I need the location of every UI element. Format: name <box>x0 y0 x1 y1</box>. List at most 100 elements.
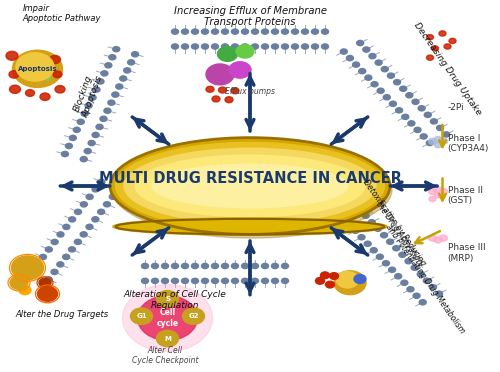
Circle shape <box>322 29 328 34</box>
Circle shape <box>252 263 258 269</box>
Circle shape <box>80 157 87 162</box>
Circle shape <box>172 263 178 269</box>
Circle shape <box>84 148 91 154</box>
Circle shape <box>98 179 105 185</box>
Circle shape <box>182 308 204 324</box>
Circle shape <box>354 275 366 283</box>
Circle shape <box>218 46 238 61</box>
Circle shape <box>206 86 214 92</box>
Circle shape <box>426 55 434 60</box>
Circle shape <box>212 96 220 102</box>
Circle shape <box>424 278 430 283</box>
Circle shape <box>86 224 93 230</box>
Circle shape <box>426 140 434 145</box>
Text: the Drug Activation: the Drug Activation <box>374 200 424 266</box>
Text: MULTI DRUG RESISTANCE IN CANCER: MULTI DRUG RESISTANCE IN CANCER <box>98 171 402 186</box>
Circle shape <box>45 277 52 282</box>
Circle shape <box>282 29 288 34</box>
Circle shape <box>85 103 92 108</box>
Circle shape <box>358 235 365 240</box>
Circle shape <box>411 265 418 270</box>
Circle shape <box>96 124 103 129</box>
Text: M: M <box>164 336 171 341</box>
Circle shape <box>434 137 442 142</box>
Circle shape <box>232 44 238 49</box>
Circle shape <box>97 79 104 84</box>
Circle shape <box>370 248 377 253</box>
Circle shape <box>362 213 369 218</box>
Circle shape <box>394 274 402 279</box>
Circle shape <box>12 50 62 87</box>
Circle shape <box>356 206 363 212</box>
Circle shape <box>352 228 359 233</box>
Circle shape <box>98 209 104 214</box>
Circle shape <box>66 143 72 148</box>
Circle shape <box>51 269 58 275</box>
Text: Cell
cycle: Cell cycle <box>156 308 178 328</box>
Circle shape <box>9 71 19 78</box>
Text: and Potentiating Drug Metabolism: and Potentiating Drug Metabolism <box>384 222 466 335</box>
Circle shape <box>212 278 218 283</box>
Circle shape <box>44 76 51 80</box>
Circle shape <box>55 86 65 93</box>
Circle shape <box>152 278 158 283</box>
Circle shape <box>434 237 442 243</box>
Circle shape <box>100 116 107 121</box>
Ellipse shape <box>116 142 384 230</box>
Circle shape <box>336 272 358 288</box>
Circle shape <box>26 90 35 96</box>
Text: G2: G2 <box>188 313 199 319</box>
Circle shape <box>89 95 96 100</box>
Circle shape <box>420 134 427 139</box>
Circle shape <box>77 119 84 124</box>
Circle shape <box>292 44 298 49</box>
Circle shape <box>326 281 334 288</box>
Circle shape <box>142 263 148 269</box>
Circle shape <box>130 308 152 324</box>
Circle shape <box>412 99 419 105</box>
Circle shape <box>122 285 212 352</box>
Circle shape <box>132 52 138 57</box>
Circle shape <box>225 97 233 103</box>
Circle shape <box>16 53 54 81</box>
Circle shape <box>282 263 288 269</box>
Circle shape <box>162 263 168 269</box>
Circle shape <box>232 263 238 269</box>
Circle shape <box>109 55 116 60</box>
Circle shape <box>182 278 188 283</box>
Circle shape <box>436 291 442 296</box>
Ellipse shape <box>117 220 383 233</box>
Ellipse shape <box>113 218 387 235</box>
Circle shape <box>19 286 31 295</box>
Circle shape <box>418 106 425 111</box>
Circle shape <box>432 46 438 51</box>
Circle shape <box>104 202 110 207</box>
Circle shape <box>429 196 436 202</box>
Circle shape <box>406 93 413 98</box>
Circle shape <box>40 254 46 260</box>
Circle shape <box>172 29 178 34</box>
Circle shape <box>440 189 448 195</box>
Circle shape <box>57 262 64 267</box>
Circle shape <box>434 193 442 198</box>
Circle shape <box>182 44 188 49</box>
Circle shape <box>262 263 268 269</box>
Circle shape <box>192 44 198 49</box>
Circle shape <box>92 132 99 138</box>
Circle shape <box>242 29 248 34</box>
Circle shape <box>120 76 126 81</box>
Circle shape <box>63 224 70 230</box>
Text: Efflux pumps: Efflux pumps <box>225 87 275 96</box>
Circle shape <box>74 239 82 244</box>
Circle shape <box>365 75 372 80</box>
Circle shape <box>156 291 178 307</box>
Circle shape <box>340 215 346 220</box>
Circle shape <box>322 44 328 49</box>
Circle shape <box>252 44 258 49</box>
Text: Alter Cell
Cycle Checkpoint: Alter Cell Cycle Checkpoint <box>132 346 198 365</box>
Circle shape <box>74 127 80 132</box>
Circle shape <box>192 263 198 269</box>
Circle shape <box>262 278 268 283</box>
Circle shape <box>51 239 58 244</box>
Circle shape <box>428 138 436 144</box>
